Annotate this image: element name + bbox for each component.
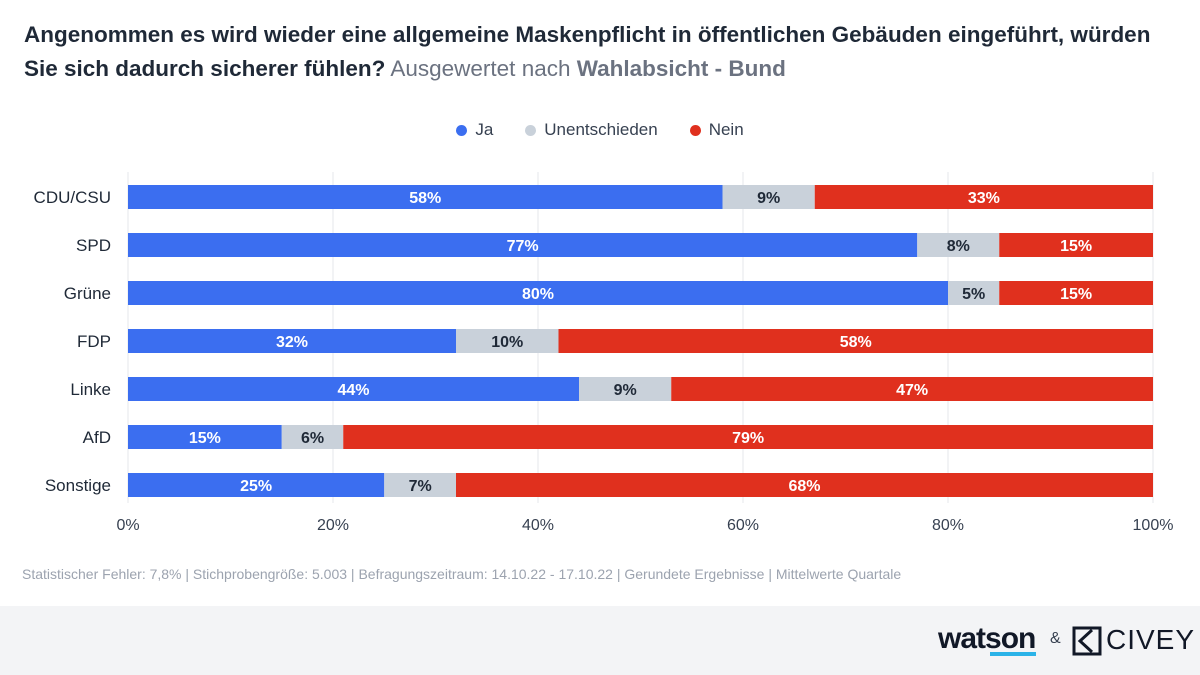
- bar-nein: [558, 329, 1153, 353]
- x-tick-label: 100%: [1133, 517, 1174, 534]
- watson-logo[interactable]: watson: [938, 622, 1036, 655]
- legend-dot-unentschieden: [525, 124, 537, 136]
- legend-item-ja[interactable]: Ja: [456, 120, 493, 140]
- bar-unentschieden: [948, 281, 1000, 305]
- stacked-bar-chart: 0% 20% 40% 60% 80% 100% CDU/CSU 58% 9% 33% SPD 77% 8…: [34, 172, 1174, 534]
- category-label: Grüne: [64, 284, 111, 303]
- category-label: Sonstige: [45, 476, 111, 495]
- data-label: 32%: [276, 334, 308, 351]
- data-label: 58%: [409, 190, 441, 207]
- x-tick-label: 60%: [727, 517, 759, 534]
- civey-logo-icon: [1072, 626, 1102, 656]
- x-tick-label: 40%: [522, 517, 554, 534]
- legend-label-nein: Nein: [708, 120, 744, 139]
- bar-unentschieden: [579, 377, 672, 401]
- legend-dot-nein: [689, 124, 701, 136]
- data-label: 7%: [409, 478, 432, 495]
- category-label: FDP: [77, 332, 111, 351]
- x-tick-label: 20%: [317, 517, 349, 534]
- data-label: 68%: [788, 478, 820, 495]
- bar-unentschieden: [722, 185, 815, 209]
- bar-unentschieden: [917, 233, 1000, 257]
- bar-unentschieden: [384, 473, 456, 497]
- legend-label-unentschieden: Unentschieden: [544, 120, 658, 139]
- category-label: AfD: [83, 428, 111, 447]
- bar-ja: [128, 281, 948, 305]
- category-label: Linke: [70, 380, 111, 399]
- bar-nein: [343, 425, 1153, 449]
- bar-ja: [128, 377, 579, 401]
- data-label: 79%: [732, 430, 764, 447]
- watson-logo-underline: [990, 652, 1036, 656]
- data-label: 15%: [189, 430, 221, 447]
- legend-item-nein[interactable]: Nein: [689, 120, 744, 140]
- brand-ampersand: &: [1050, 630, 1061, 647]
- data-label: 80%: [522, 286, 554, 303]
- bar-nein: [999, 281, 1153, 305]
- legend-dot-ja: [456, 124, 468, 136]
- chart-title-main: Angenommen es wird wieder eine allgemein…: [24, 22, 1151, 81]
- data-label: 47%: [896, 382, 928, 399]
- data-label: 15%: [1060, 238, 1092, 255]
- data-label: 33%: [968, 190, 1000, 207]
- bar-ja: [128, 185, 723, 209]
- bar-unentschieden: [456, 329, 559, 353]
- data-label: 9%: [614, 382, 637, 399]
- footer-bar: [0, 606, 1200, 675]
- bar-unentschieden: [281, 425, 344, 449]
- data-label: 5%: [962, 286, 985, 303]
- data-label: 9%: [757, 190, 780, 207]
- bar-nein: [814, 185, 1153, 209]
- data-label: 10%: [491, 334, 523, 351]
- data-label: 58%: [840, 334, 872, 351]
- legend: Ja Unentschieden Nein: [0, 120, 1200, 140]
- x-tick-label: 0%: [116, 517, 139, 534]
- category-label: CDU/CSU: [34, 188, 111, 207]
- data-label: 25%: [240, 478, 272, 495]
- bar-nein: [671, 377, 1153, 401]
- data-label: 77%: [507, 238, 539, 255]
- data-label: 15%: [1060, 286, 1092, 303]
- category-label: SPD: [76, 236, 111, 255]
- legend-label-ja: Ja: [475, 120, 494, 139]
- data-label: 8%: [947, 238, 970, 255]
- bar-ja: [128, 473, 385, 497]
- chart-title-sub: Ausgewertet nach: [385, 56, 577, 81]
- data-label: 44%: [337, 382, 369, 399]
- civey-logo[interactable]: CIVEY: [1106, 624, 1196, 655]
- footnote: Statistischer Fehler: 7,8% | Stichproben…: [22, 566, 902, 582]
- x-tick-label: 80%: [932, 517, 964, 534]
- bar-ja: [128, 233, 918, 257]
- bar-ja: [128, 329, 456, 353]
- data-label: 6%: [301, 430, 324, 447]
- legend-item-unentschieden[interactable]: Unentschieden: [525, 120, 658, 140]
- chart-title-sub-bold: Wahlabsicht - Bund: [576, 56, 786, 81]
- chart-title: Angenommen es wird wieder eine allgemein…: [24, 18, 1174, 86]
- bar-ja: [128, 425, 282, 449]
- bar-nein: [999, 233, 1153, 257]
- bar-nein: [456, 473, 1153, 497]
